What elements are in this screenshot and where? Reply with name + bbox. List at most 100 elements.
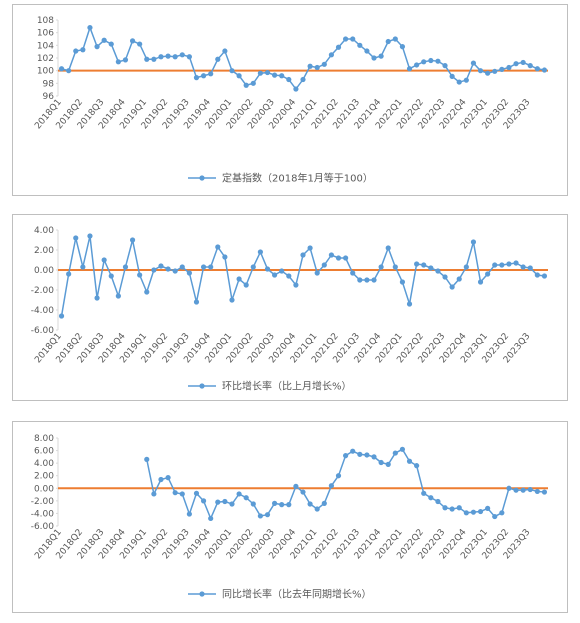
data-point	[257, 249, 263, 255]
data-point	[527, 486, 533, 493]
data-point	[122, 57, 129, 63]
data-point	[449, 506, 455, 512]
data-point	[144, 289, 150, 295]
data-point	[470, 60, 477, 66]
data-point	[236, 491, 242, 497]
data-point	[115, 293, 121, 299]
data-point	[321, 61, 327, 67]
data-point	[463, 264, 469, 270]
data-point	[144, 456, 150, 462]
data-point	[279, 502, 285, 508]
data-point	[435, 268, 441, 274]
y-tick-label: 2.00	[34, 472, 54, 482]
data-point	[449, 284, 455, 290]
y-tick-label: -4.00	[31, 509, 55, 519]
data-point	[186, 54, 192, 60]
y-tick-label: 100	[37, 67, 54, 77]
data-point	[314, 506, 320, 512]
data-point	[193, 490, 200, 496]
data-point	[335, 255, 342, 261]
data-point	[165, 475, 171, 481]
data-point	[399, 446, 406, 452]
data-point	[442, 63, 448, 69]
data-point	[456, 276, 462, 282]
data-point	[165, 266, 171, 272]
data-point	[470, 239, 477, 245]
data-point	[151, 267, 157, 273]
data-point	[115, 59, 121, 65]
data-point	[172, 268, 178, 274]
data-point	[406, 458, 413, 464]
y-tick-label: 0.00	[34, 484, 54, 494]
data-point	[442, 505, 448, 511]
data-point	[144, 56, 150, 62]
data-point	[137, 272, 143, 278]
data-point	[129, 237, 136, 243]
data-point	[485, 70, 491, 76]
data-point	[229, 68, 235, 74]
data-point	[520, 59, 526, 66]
data-point	[328, 252, 335, 258]
data-point	[343, 36, 349, 42]
data-point	[321, 262, 327, 268]
data-point	[293, 483, 299, 489]
data-point	[208, 264, 214, 270]
legend-label: 同比增长率（比去年同期增长%）	[222, 588, 372, 601]
data-point	[378, 264, 384, 270]
data-point	[193, 299, 200, 305]
y-tick-label: 2.00	[34, 246, 54, 256]
data-point	[527, 265, 533, 271]
data-point	[151, 56, 157, 62]
data-point	[520, 264, 526, 270]
data-point	[58, 66, 65, 72]
data-point	[286, 502, 292, 508]
data-point	[293, 282, 299, 288]
data-point	[286, 76, 292, 83]
data-point	[357, 451, 363, 457]
data-point	[279, 268, 285, 274]
data-point	[534, 488, 540, 495]
data-point	[108, 41, 114, 47]
data-point	[492, 262, 498, 268]
data-point	[371, 55, 377, 61]
data-point	[73, 48, 79, 54]
data-point	[499, 66, 505, 72]
data-point	[385, 38, 391, 45]
series-line	[146, 448, 545, 521]
data-point	[193, 75, 200, 81]
data-point	[385, 461, 391, 467]
data-point	[200, 264, 207, 270]
data-point	[179, 264, 185, 270]
data-point	[243, 282, 249, 288]
data-point	[151, 491, 157, 497]
data-point	[58, 313, 65, 319]
y-tick-label: 8.00	[34, 434, 54, 444]
data-point	[357, 42, 363, 48]
y-tick-label: 106	[37, 29, 54, 39]
y-tick-label: 98	[43, 79, 55, 89]
data-point	[534, 272, 540, 278]
data-point	[94, 295, 100, 301]
data-point	[328, 52, 335, 58]
data-point	[499, 510, 505, 516]
y-tick-label: 108	[37, 16, 54, 26]
data-point	[158, 54, 164, 60]
data-point	[215, 56, 221, 62]
y-tick-label: -2.00	[31, 497, 55, 507]
data-point	[428, 57, 434, 64]
data-point	[350, 36, 356, 42]
data-point	[513, 260, 519, 266]
y-tick-label: -2.00	[31, 286, 55, 296]
data-point	[158, 263, 164, 269]
data-point	[215, 244, 221, 250]
data-point	[456, 79, 462, 85]
data-point	[328, 483, 335, 489]
data-point	[513, 61, 519, 67]
data-point	[378, 53, 384, 59]
data-point	[335, 473, 342, 479]
data-point	[506, 64, 512, 71]
data-point	[73, 235, 79, 241]
data-point	[371, 277, 377, 283]
data-point	[506, 485, 512, 491]
data-point	[421, 262, 427, 268]
